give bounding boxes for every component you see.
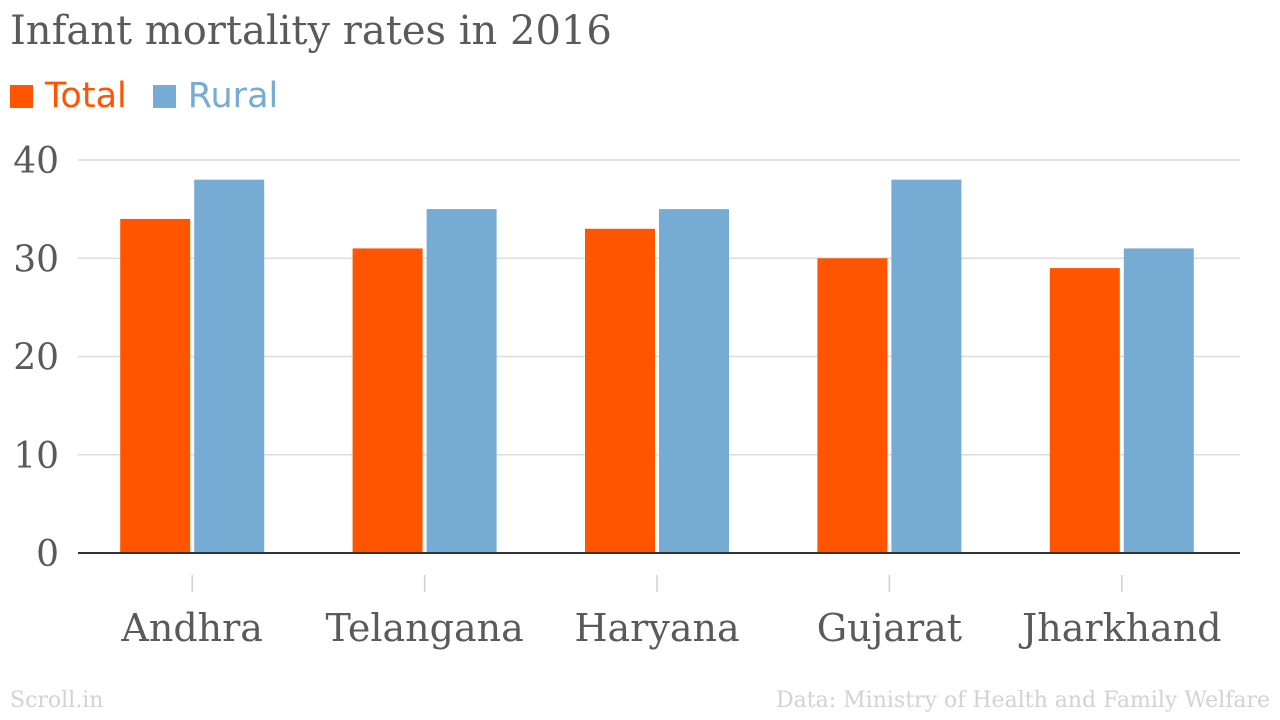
footer-data-credit: Data: Ministry of Health and Family Welf…: [776, 688, 1270, 713]
y-tick-label: 40: [13, 141, 59, 182]
bar-rural: [194, 179, 265, 553]
x-tick-label: Jharkhand: [1018, 606, 1221, 650]
legend-item-total: Total: [10, 76, 127, 116]
x-tick-label: Telangana: [325, 606, 523, 650]
legend-swatch-total: [10, 84, 33, 108]
x-tick-label: Gujarat: [817, 606, 962, 650]
y-tick-label: 20: [13, 338, 59, 379]
chart-legend: Total Rural: [10, 74, 304, 118]
x-tick-label: Andhra: [120, 606, 263, 650]
x-tick-label: Haryana: [574, 606, 739, 650]
bar-rural: [1123, 248, 1194, 554]
y-tick-label: 30: [13, 239, 59, 280]
chart-title: Infant mortality rates in 2016: [10, 8, 612, 54]
legend-label-rural: Rural: [187, 76, 279, 116]
bar-total: [120, 218, 191, 553]
legend-item-rural: Rural: [152, 76, 279, 116]
bar-total: [585, 228, 655, 553]
bar-rural: [426, 209, 497, 553]
bar-total: [817, 258, 888, 553]
y-tick-label: 0: [36, 534, 59, 575]
legend-label-total: Total: [45, 76, 127, 116]
bar-rural: [891, 179, 962, 553]
y-tick-label: 10: [13, 436, 59, 477]
bar-total: [1049, 268, 1120, 553]
footer-source-brand: Scroll.in: [10, 688, 104, 713]
legend-swatch-rural: [152, 84, 176, 108]
bar-total: [352, 248, 423, 554]
bar-rural: [659, 209, 729, 553]
